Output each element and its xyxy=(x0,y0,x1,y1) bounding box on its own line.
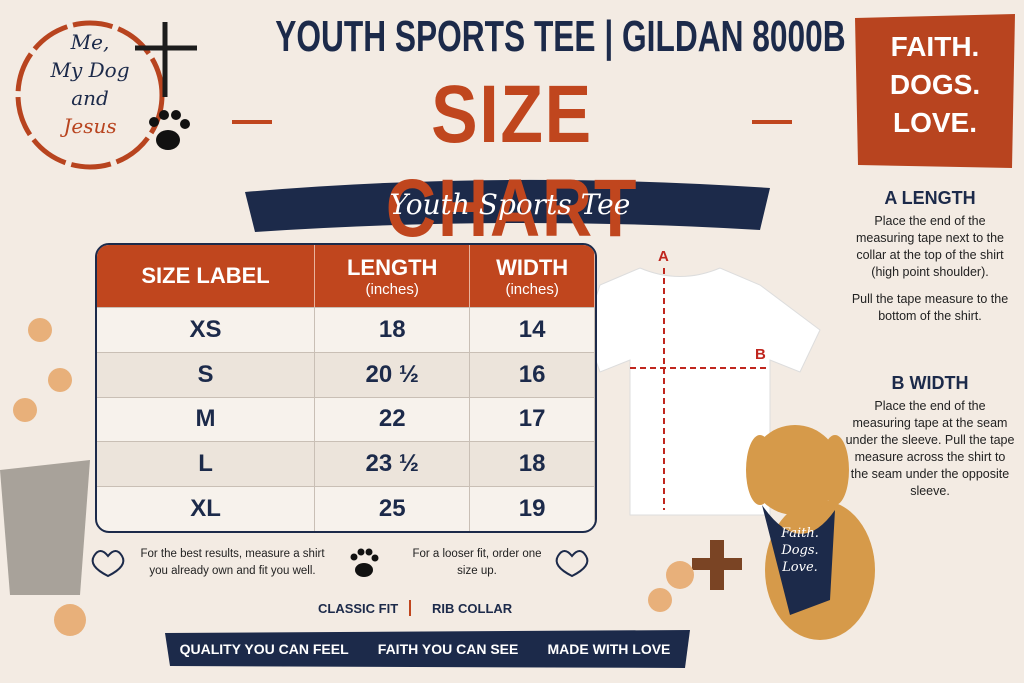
size-table: SIZE LABEL LENGTH (inches) WIDTH (inches) XS… xyxy=(95,243,597,533)
footer: QUALITY YOU CAN FEEL FAITH YOU CAN SEE M… xyxy=(165,634,685,664)
badge-line: FAITH. xyxy=(890,31,980,62)
instruction-text: Pull the tape measure to the bottom of t… xyxy=(851,292,1009,323)
table-cell: S xyxy=(97,351,316,397)
table-cell: 19 xyxy=(470,486,595,531)
table-cell: 14 xyxy=(470,307,595,352)
table-row: S 20 ½ 16 xyxy=(97,351,595,397)
table-cell: L xyxy=(97,441,316,487)
label-b: B xyxy=(755,346,766,363)
badge-line: DOGS. xyxy=(889,69,981,100)
table-row: L 23 ½ 18 xyxy=(97,441,595,487)
table-cell: 16 xyxy=(470,351,595,397)
instruction-text: Place the end of the measuring tape at t… xyxy=(845,399,1015,498)
instruction-title: A LENGTH xyxy=(884,188,976,208)
logo-line: Me, xyxy=(70,30,110,54)
headline: SIZE CHART xyxy=(385,69,639,254)
table-row: M 22 17 xyxy=(97,396,595,442)
logo: Me, My Dog and Jesus xyxy=(40,28,140,140)
badge: FAITH. DOGS. LOVE. xyxy=(865,28,1005,142)
title: YOUTH SPORTS TEE | GILDAN 8000B xyxy=(275,12,846,61)
column-header: LENGTH (inches) xyxy=(315,245,471,307)
subtitle: Youth Sports Tee xyxy=(389,188,631,221)
column-unit: (inches) xyxy=(365,280,419,298)
badge-line: LOVE. xyxy=(892,107,977,138)
table-cell: 18 xyxy=(315,307,471,352)
column-unit: (inches) xyxy=(505,280,559,298)
tip: For the best results, measure a shirt yo… xyxy=(140,548,325,577)
footer-item: MADE WITH LOVE xyxy=(547,641,671,657)
bandana-line: Dogs. xyxy=(781,543,819,558)
header-row: SIZE LABEL LENGTH (inches) WIDTH (inches) xyxy=(97,245,595,307)
feature: RIB COLLAR xyxy=(432,601,513,616)
table-cell: 22 xyxy=(315,396,471,442)
footer-item: FAITH YOU CAN SEE xyxy=(377,641,519,657)
table-row: XS 18 14 xyxy=(97,307,595,352)
table-cell: XL xyxy=(97,486,316,531)
column-header: WIDTH (inches) xyxy=(470,245,595,307)
table-cell: M xyxy=(97,396,316,442)
logo-line: and xyxy=(71,86,109,110)
tip: For a looser fit, order one size up. xyxy=(412,548,542,577)
instruction-text: Place the end of the measuring tape next… xyxy=(855,214,1004,279)
table-row: XL 25 19 xyxy=(97,486,595,531)
bandana: Faith. Dogs. Love. xyxy=(770,525,830,576)
column-label: SIZE LABEL xyxy=(141,263,270,288)
logo-line: Jesus xyxy=(63,114,117,138)
label-a: A xyxy=(658,248,669,265)
table-cell: 23 ½ xyxy=(315,441,471,487)
instruction-b: B WIDTH Place the end of the measuring t… xyxy=(845,373,1015,510)
table-cell: 17 xyxy=(470,396,595,442)
instruction-title: B WIDTH xyxy=(891,373,969,393)
feature: CLASSIC FIT xyxy=(318,601,399,616)
column-header: SIZE LABEL xyxy=(97,245,316,307)
column-label: LENGTH xyxy=(346,254,438,280)
instruction-a: A LENGTH Place the end of the measuring … xyxy=(845,188,1015,335)
logo-line: My Dog xyxy=(50,58,130,82)
table-cell: 20 ½ xyxy=(315,351,471,397)
table-cell: 25 xyxy=(315,486,471,531)
bandana-line: Love. xyxy=(782,560,818,575)
table-cell: 18 xyxy=(470,441,595,487)
bandana-line: Faith. xyxy=(781,526,819,541)
table-cell: XS xyxy=(97,307,316,352)
column-label: WIDTH xyxy=(496,254,569,280)
footer-item: QUALITY YOU CAN FEEL xyxy=(179,641,349,657)
